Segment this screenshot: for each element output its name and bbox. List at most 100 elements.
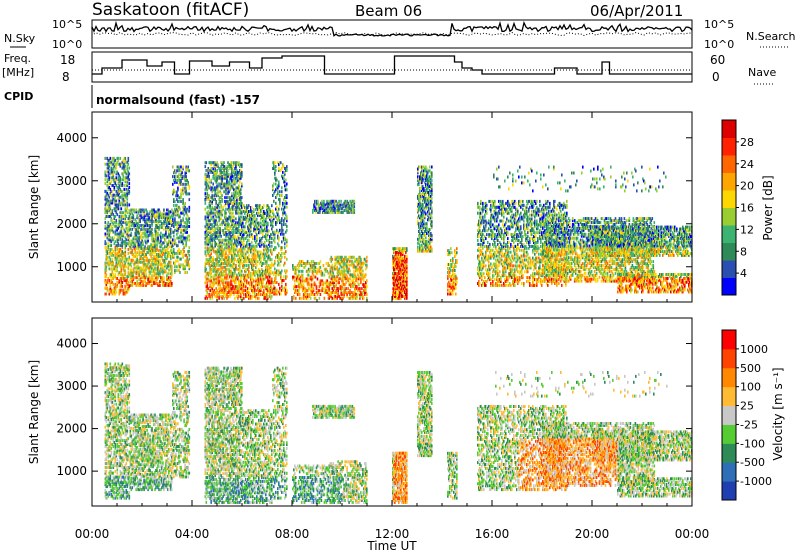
echo-cell xyxy=(205,192,207,195)
echo-cell xyxy=(106,174,108,177)
echo-cell xyxy=(336,266,338,269)
echo-cell xyxy=(308,274,310,277)
echo-cell xyxy=(149,259,151,262)
echo-cell xyxy=(227,169,229,172)
echo-cell xyxy=(267,295,269,298)
echo-cell xyxy=(206,254,208,257)
echo-cell xyxy=(205,165,207,168)
echo-cell xyxy=(220,235,222,238)
echo-cell xyxy=(241,183,243,186)
echo-cell xyxy=(189,185,191,188)
echo-cell xyxy=(114,171,116,174)
echo-cell xyxy=(115,273,117,276)
echo-cell xyxy=(189,250,191,253)
echo-cell xyxy=(129,240,131,243)
cpid-text: normalsound (fast) -157 xyxy=(96,93,260,107)
echo-cell xyxy=(263,262,265,265)
echo-cell xyxy=(271,216,273,219)
echo-cell xyxy=(251,241,253,244)
echo-cell xyxy=(177,256,179,259)
echo-cell xyxy=(241,270,243,273)
echo-cell xyxy=(118,157,120,160)
echo-cell xyxy=(125,165,127,168)
date-label: 06/Apr/2011 xyxy=(590,2,683,20)
echo-cell xyxy=(113,231,115,234)
echo-cell xyxy=(149,276,151,279)
echo-cell xyxy=(274,161,276,164)
echo-cell xyxy=(170,261,172,264)
echo-cell xyxy=(298,274,300,277)
nsearch-label: N.Search xyxy=(746,30,796,43)
freq-tick-top: 18 xyxy=(60,53,75,67)
echo-cell xyxy=(349,260,351,263)
freq-tick-bottom: 8 xyxy=(62,70,70,84)
echo-cell xyxy=(116,219,118,222)
echo-cell xyxy=(295,297,297,300)
echo-cell xyxy=(262,285,264,288)
echo-cell xyxy=(219,283,221,286)
echo-cell xyxy=(285,250,287,253)
echo-cell xyxy=(314,200,316,203)
echo-cell xyxy=(215,243,217,246)
echo-cell xyxy=(299,297,301,300)
echo-cell xyxy=(282,287,284,290)
echo-cell xyxy=(256,264,258,267)
echo-cell xyxy=(111,180,113,183)
echo-cell xyxy=(122,262,124,265)
echo-cell xyxy=(172,183,174,186)
echo-cell xyxy=(219,200,221,203)
echo-cell xyxy=(163,276,165,279)
echo-cell xyxy=(134,270,136,273)
echo-cell xyxy=(319,289,321,292)
echo-cell xyxy=(189,254,191,257)
figure: Saskatoon (fitACF) Beam 06 06/Apr/2011 N… xyxy=(0,0,800,554)
echo-cell xyxy=(115,215,117,218)
echo-cell xyxy=(174,252,176,255)
echo-cell xyxy=(233,219,235,222)
echo-cell xyxy=(256,218,258,221)
echo-cell xyxy=(315,276,317,279)
echo-cell xyxy=(129,182,131,185)
noise-sky-line xyxy=(92,23,692,36)
echo-cell xyxy=(324,297,326,300)
echo-cell xyxy=(113,262,115,265)
echo-cell xyxy=(151,284,153,287)
echo-cell xyxy=(108,260,110,263)
echo-cell xyxy=(280,161,282,164)
echo-cell xyxy=(301,264,303,267)
echo-cell xyxy=(189,225,191,228)
echo-cell xyxy=(131,265,133,268)
echo-cell xyxy=(206,161,208,164)
echo-cell xyxy=(349,264,351,267)
echo-cell xyxy=(275,246,277,249)
echo-cell xyxy=(294,279,296,282)
echo-cell xyxy=(248,264,250,267)
echo-cell xyxy=(281,190,283,193)
echo-cell xyxy=(170,236,172,239)
echo-cell xyxy=(269,241,271,244)
echo-cell xyxy=(172,238,174,241)
echo-cell xyxy=(210,252,212,255)
echo-cell xyxy=(274,267,276,270)
echo-cell xyxy=(269,245,271,248)
echo-cell xyxy=(273,213,275,216)
echo-cell xyxy=(151,228,153,231)
echo-cell xyxy=(276,179,278,182)
echo-cell xyxy=(108,221,110,224)
echo-cell xyxy=(182,192,184,195)
echo-cell xyxy=(231,192,233,195)
echo-cell xyxy=(214,227,216,230)
echo-cell xyxy=(114,236,116,239)
echo-cell xyxy=(314,293,316,296)
echo-cell xyxy=(171,249,173,252)
echo-cell xyxy=(129,190,131,193)
echo-cell xyxy=(345,287,347,290)
echo-cell xyxy=(106,171,108,174)
echo-cell xyxy=(185,187,187,190)
echo-cell xyxy=(189,217,191,220)
echo-cell xyxy=(275,202,277,205)
echo-cell xyxy=(282,171,284,174)
echo-cell xyxy=(207,291,209,294)
nave-label: Nave xyxy=(748,66,776,79)
echo-cell xyxy=(279,229,281,232)
